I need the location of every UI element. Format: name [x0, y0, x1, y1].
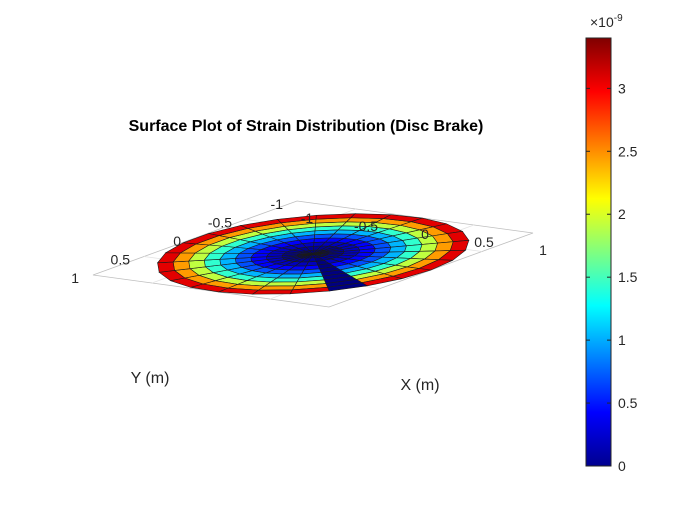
axes-box	[92, 200, 534, 308]
chart-title: Surface Plot of Strain Distribution (Dis…	[129, 118, 484, 135]
x-axis-label: X (m)	[400, 377, 439, 394]
x-tick-label: -1	[301, 210, 314, 226]
colorbar-tick-label: 3	[618, 80, 626, 96]
surface-cell	[419, 242, 439, 252]
surface-mesh	[156, 213, 470, 295]
y-tick-label: 1	[71, 270, 79, 286]
x-tick-label: 1	[539, 242, 547, 258]
axes-floor	[92, 200, 534, 308]
y-tick-label: 0.5	[111, 252, 131, 268]
colorbar-tick-label: 2.5	[618, 143, 638, 159]
colorbar	[585, 37, 612, 467]
surface-cell	[188, 259, 206, 269]
surface-cell	[449, 240, 470, 251]
colorbar-tick-label: 1	[618, 332, 626, 348]
colorbar-tick-label: 1.5	[618, 269, 638, 285]
colorbar-tick-label: 2	[618, 206, 626, 222]
surface-cell	[418, 259, 453, 271]
y-tick-label: 0	[173, 233, 181, 249]
y-axis-label: Y (m)	[131, 370, 170, 387]
surface-cell	[157, 261, 175, 273]
colorbar-tick-label: 0.5	[618, 395, 638, 411]
surface-cell	[404, 244, 423, 253]
x-tick-labels: -1 -0.5 0 0.5 1	[301, 210, 547, 258]
y-tick-label: -1	[271, 196, 284, 212]
y-tick-label: -0.5	[208, 215, 232, 231]
x-tick-label: -0.5	[354, 218, 378, 234]
y-tick-labels: -1 -0.5 0 0.5 1	[71, 196, 283, 286]
colorbar-tick-label: 0	[618, 458, 626, 474]
x-tick-label: 0	[421, 226, 429, 242]
colorbar-ticks: 0 0.5 1 1.5 2 2.5 3	[586, 80, 638, 474]
surface-cell	[172, 260, 191, 271]
colorbar-exponent-label: ×10-9	[590, 13, 623, 30]
x-tick-label: 0.5	[474, 234, 494, 250]
